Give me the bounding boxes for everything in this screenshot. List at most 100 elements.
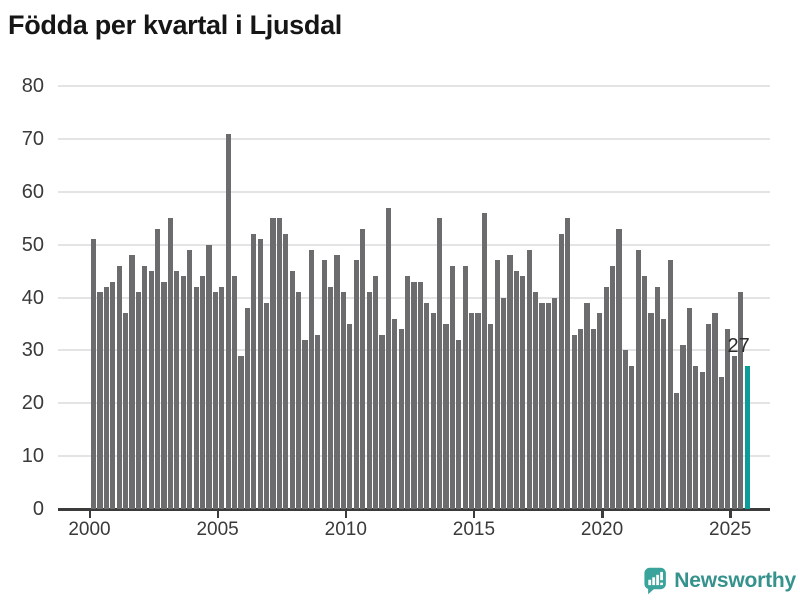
y-axis-label-80: 80: [21, 75, 44, 97]
gridline-y-50: [58, 243, 770, 246]
bar-2010-q2: [353, 260, 359, 509]
bar-2013-q1: [424, 302, 430, 509]
bar-2007-q3: [283, 234, 289, 509]
bar-2020-q4: [622, 350, 628, 509]
x-tick-2015: [472, 510, 476, 518]
bar-2021-q1: [629, 366, 635, 509]
bar-2015-q4: [494, 260, 500, 509]
bar-2015-q2: [481, 212, 487, 509]
bar-2024-q3: [718, 376, 725, 509]
bar-2007-q4: [289, 271, 295, 509]
y-axis-label-40: 40: [21, 286, 44, 309]
bar-2017-q1: [526, 249, 532, 509]
bar-2022-q4: [674, 392, 680, 509]
bar-2024-q1: [706, 323, 712, 509]
x-axis-label-2010: 2010: [324, 519, 367, 540]
bar-2025-q1: [731, 355, 737, 509]
bar-2023-q2: [686, 308, 693, 509]
bar-2017-q2: [533, 292, 539, 509]
bar-2010-q3: [360, 228, 366, 509]
bar-2003-q4: [187, 249, 193, 509]
bar-2014-q1: [449, 265, 455, 509]
bar-2011-q1: [372, 276, 379, 509]
bar-2002-q3: [155, 228, 161, 509]
bar-2008-q4: [315, 334, 321, 509]
bar-2005-q1: [219, 286, 225, 509]
bar-2018-q3: [565, 218, 571, 509]
bar-2004-q1: [193, 286, 199, 509]
bar-2010-q1: [347, 323, 353, 509]
bar-2007-q1: [270, 218, 276, 509]
bar-2004-q4: [212, 292, 218, 509]
bar-2016-q2: [507, 255, 513, 509]
bar-2020-q1: [603, 286, 609, 509]
bar-2014-q4: [469, 313, 475, 509]
highlight-bar-2025-q3: [744, 366, 750, 509]
bar-2012-q2: [404, 276, 411, 509]
bar-2014-q2: [456, 339, 462, 509]
x-tick-2005: [216, 510, 220, 518]
y-axis-label-0: 0: [32, 498, 44, 520]
bar-2009-q1: [321, 260, 327, 509]
bar-2012-q1: [398, 329, 404, 509]
bar-2019-q2: [584, 302, 590, 509]
bar-2017-q3: [539, 302, 545, 509]
bar-2016-q3: [513, 271, 520, 509]
bar-2009-q2: [328, 286, 334, 509]
bar-2020-q2: [609, 265, 616, 509]
bar-2002-q2: [148, 271, 154, 509]
bar-2015-q1: [475, 313, 481, 509]
y-axis-label-70: 70: [21, 127, 44, 150]
x-axis-label-2015: 2015: [452, 519, 496, 540]
bar-2001-q1: [116, 265, 122, 509]
y-axis-label-30: 30: [21, 339, 44, 362]
bar-2008-q1: [296, 292, 302, 509]
y-axis-label-60: 60: [21, 180, 44, 203]
bar-2008-q2: [302, 339, 308, 509]
x-tick-2010: [344, 510, 348, 518]
bar-2013-q2: [430, 313, 436, 509]
bar-2006-q3: [257, 239, 263, 509]
bar-2024-q2: [712, 313, 718, 509]
gridline-y-80: [58, 85, 770, 87]
bar-2006-q2: [251, 234, 257, 509]
bar-2020-q3: [616, 228, 622, 509]
bar-2025-q2: [738, 292, 744, 509]
bar-2004-q3: [206, 244, 212, 509]
newsworthy-logo[interactable]: Newsworthy: [644, 565, 796, 597]
bar-2010-q4: [366, 292, 372, 509]
newsworthy-logo-icon: [644, 567, 666, 595]
bar-2002-q1: [142, 265, 148, 509]
bar-2008-q3: [308, 249, 315, 509]
bar-2012-q3: [411, 281, 417, 509]
bar-2001-q4: [135, 292, 142, 509]
x-axis-label-2005: 2005: [196, 519, 239, 540]
bar-2009-q3: [334, 255, 340, 509]
gridline-y-60: [58, 190, 770, 193]
bar-2018-q2: [558, 234, 564, 509]
bar-2024-q4: [725, 329, 731, 509]
bar-2016-q4: [520, 276, 526, 509]
bar-2019-q3: [590, 329, 596, 509]
x-axis-label-2025: 2025: [709, 519, 752, 540]
bar-2005-q2: [225, 133, 231, 509]
bar-2013-q4: [443, 323, 449, 509]
bar-2002-q4: [161, 281, 167, 509]
bar-2006-q1: [244, 308, 250, 509]
bar-2016-q1: [501, 297, 507, 509]
bar-2019-q4: [597, 313, 603, 509]
y-axis-label-50: 50: [21, 233, 44, 256]
bar-2011-q3: [385, 207, 391, 509]
bar-2009-q4: [340, 292, 347, 509]
bar-2000-q1: [91, 239, 97, 509]
bar-2014-q3: [462, 265, 468, 509]
y-axis-label-10: 10: [21, 445, 44, 468]
bar-2019-q1: [577, 329, 584, 509]
bar-2000-q3: [103, 286, 109, 509]
bar-2015-q3: [488, 323, 494, 509]
bar-2000-q4: [110, 281, 116, 509]
bar-2023-q4: [699, 371, 705, 509]
bar-2017-q4: [545, 302, 552, 509]
bar-2023-q1: [680, 345, 686, 509]
